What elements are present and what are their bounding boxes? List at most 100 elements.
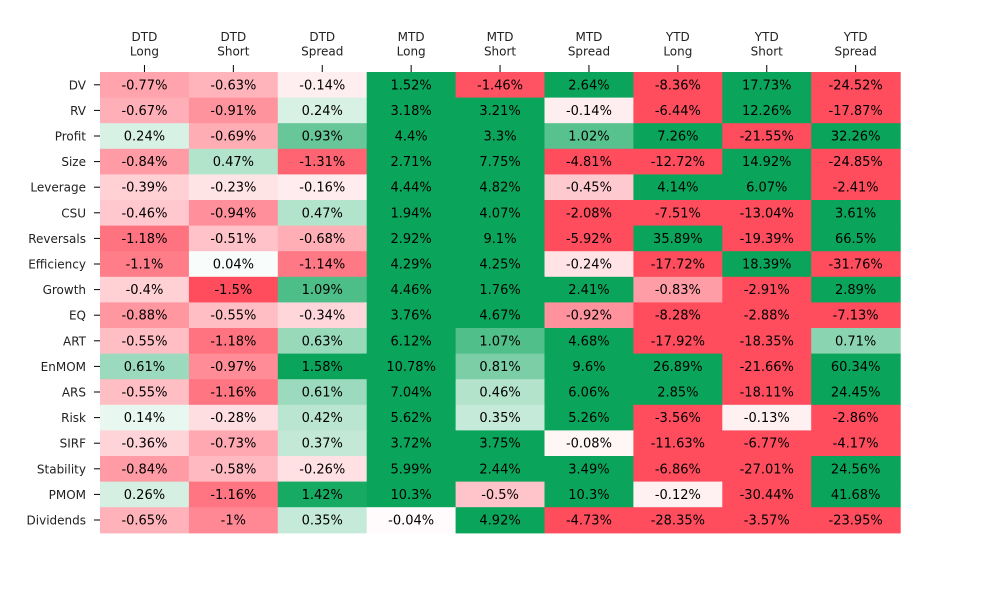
heatmap-cell <box>366 123 457 150</box>
heatmap-cell <box>811 148 901 175</box>
heatmap-cell <box>722 507 812 534</box>
heatmap-cell <box>811 430 901 457</box>
y-tick-label: Leverage <box>30 181 86 195</box>
heatmap-cell <box>100 174 190 201</box>
y-tick-label: Growth <box>43 283 86 297</box>
x-tick-label: YTD <box>754 30 779 44</box>
x-axis: DTDLongDTDShortDTDSpreadMTDLongMTDShortM… <box>130 30 877 72</box>
cell-value-label: -1.31% <box>299 155 345 170</box>
heatmap-cell <box>188 404 279 431</box>
cell-value-label: 12.26% <box>742 104 792 119</box>
cell-value-label: 4.67% <box>479 309 520 324</box>
cell-value-label: -0.67% <box>121 104 167 119</box>
heatmap-cell <box>811 456 901 483</box>
cell-value-label: 2.85% <box>657 386 698 401</box>
cell-value-label: -0.14% <box>299 78 345 93</box>
cell-value-label: -0.36% <box>121 437 167 452</box>
cell-value-label: -0.65% <box>121 514 167 529</box>
cell-value-label: -27.01% <box>740 462 794 477</box>
heatmap-cell <box>811 123 901 150</box>
heatmap-cell <box>811 200 901 227</box>
cell-value-label: 17.73% <box>742 78 792 93</box>
heatmap-cell <box>722 251 812 278</box>
cell-value-label: -0.63% <box>210 78 256 93</box>
heatmap-cell <box>811 251 901 278</box>
cell-value-label: -4.81% <box>566 155 612 170</box>
cell-value-label: 3.76% <box>390 309 431 324</box>
cell-value-label: -28.35% <box>651 514 705 529</box>
cell-value-label: 4.07% <box>479 206 520 221</box>
cell-value-label: 7.26% <box>657 130 698 145</box>
heatmap-cell <box>633 276 723 303</box>
y-tick-label: Reversals <box>28 232 86 246</box>
heatmap-cell <box>188 148 279 175</box>
heatmap-cell <box>100 404 190 431</box>
y-axis: DV RV Profit Size Leverage CSU Reversals Effici… <box>27 78 100 528</box>
y-tick-label: Stability <box>37 462 86 476</box>
cell-value-label: 3.61% <box>835 206 876 221</box>
cell-value-label: 9.1% <box>484 232 517 247</box>
heatmap-cell <box>100 328 190 355</box>
cell-value-label: 2.89% <box>835 283 876 298</box>
heatmap-cell <box>633 72 723 99</box>
cell-value-label: 4.92% <box>479 514 520 529</box>
heatmap-cell <box>722 148 812 175</box>
heatmap-cell <box>633 353 723 380</box>
heatmap-cell <box>366 72 457 99</box>
heatmap-cell <box>100 251 190 278</box>
heatmap-cell <box>455 97 546 124</box>
heatmap-cell <box>633 148 723 175</box>
heatmap-cell <box>366 404 457 431</box>
heatmap-cell <box>544 123 634 150</box>
heatmap-cell <box>811 72 901 99</box>
cell-value-label: -1.18% <box>121 232 167 247</box>
heatmap-cell <box>188 251 279 278</box>
cell-value-label: 1.09% <box>302 283 343 298</box>
cell-value-label: 4.68% <box>568 334 609 349</box>
cell-value-label: -2.86% <box>833 411 879 426</box>
cell-value-label: -12.72% <box>651 155 705 170</box>
heatmap-cell <box>100 276 190 303</box>
cell-value-label: 3.72% <box>390 437 431 452</box>
cell-value-label: 1.02% <box>568 130 609 145</box>
heatmap-cell <box>544 72 634 99</box>
cell-value-label: -0.34% <box>299 309 345 324</box>
heatmap-cell <box>277 379 368 406</box>
heatmap-cell <box>100 302 190 329</box>
heatmap-cell <box>277 123 368 150</box>
heatmap-cell <box>100 379 190 406</box>
y-tick-label: EQ <box>69 309 86 323</box>
cell-value-label: 10.3% <box>568 488 609 503</box>
heatmap-cell <box>722 72 812 99</box>
cell-value-label: -18.35% <box>740 334 794 349</box>
heatmap-cell <box>277 225 368 252</box>
heatmap-cell <box>455 328 546 355</box>
heatmap-cell <box>633 123 723 150</box>
heatmap-cell <box>366 225 457 252</box>
cell-value-label: 0.24% <box>124 130 165 145</box>
heatmap-cell <box>722 174 812 201</box>
cell-value-label: 32.26% <box>831 130 881 145</box>
cell-value-label: 0.61% <box>124 360 165 375</box>
x-tick-label: Long <box>397 45 426 59</box>
cell-value-label: -19.39% <box>740 232 794 247</box>
cell-value-label: 1.42% <box>302 488 343 503</box>
heatmap-cell <box>366 507 457 534</box>
y-tick-label: RV <box>70 104 87 118</box>
heatmap-cell <box>811 481 901 508</box>
cell-value-label: -21.55% <box>740 130 794 145</box>
heatmap-cell <box>633 251 723 278</box>
heatmap-cell <box>455 225 546 252</box>
x-tick-label: Spread <box>568 45 610 59</box>
heatmap-cell <box>811 225 901 252</box>
heatmap-cell <box>544 302 634 329</box>
heatmap-cell <box>277 72 368 99</box>
cell-value-label: 6.12% <box>390 334 431 349</box>
cell-value-label: 1.52% <box>390 78 431 93</box>
cell-value-label: -0.4% <box>126 283 164 298</box>
cell-value-label: -21.66% <box>740 360 794 375</box>
heatmap-cell <box>544 225 634 252</box>
cell-value-label: -0.77% <box>121 78 167 93</box>
heatmap-cell <box>455 379 546 406</box>
